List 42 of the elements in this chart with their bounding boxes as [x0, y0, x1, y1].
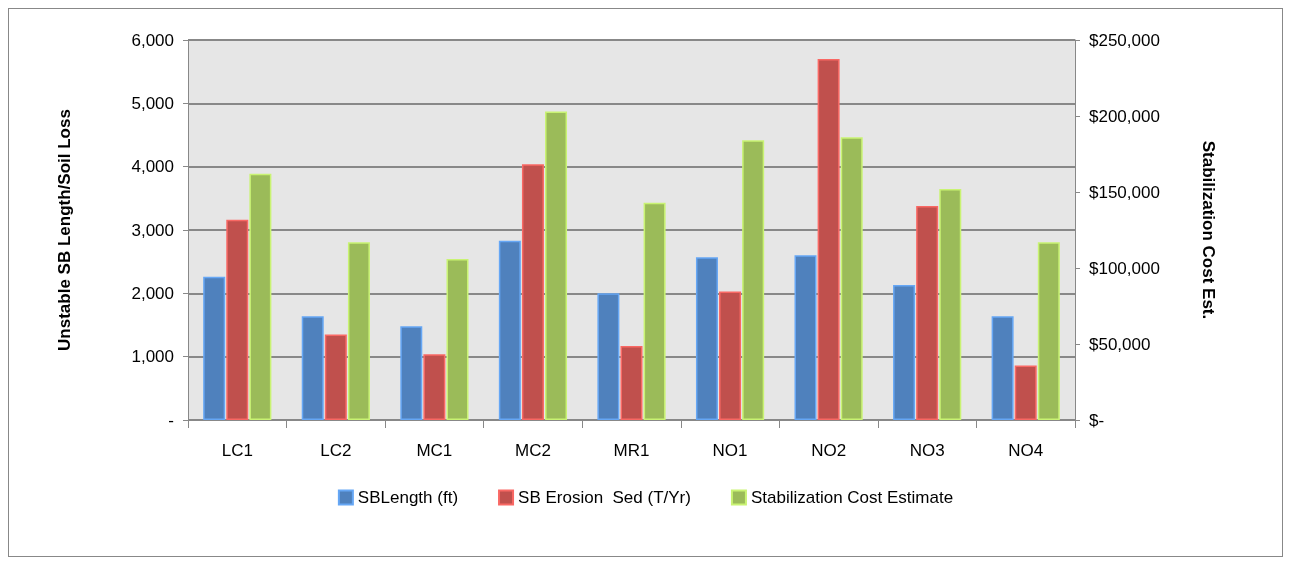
bar	[794, 255, 817, 420]
bar	[400, 326, 423, 420]
x-tick-label: NO4	[1008, 441, 1044, 460]
x-tick-label: LC2	[320, 441, 352, 460]
x-tick-label: MR1	[613, 441, 650, 460]
y-tick-label: 2,000	[131, 283, 174, 303]
y2-tick-label: $100,000	[1089, 258, 1160, 278]
bar	[742, 140, 765, 420]
x-tick-label: NO1	[712, 441, 748, 460]
x-tick-label: NO2	[811, 441, 847, 460]
legend-label: SBLength (ft)	[357, 488, 459, 507]
y2-tick-label: $50,000	[1089, 334, 1151, 354]
y-axis-title: Unstable SB Length/Soil Loss	[55, 109, 74, 351]
y-tick-label: 5,000	[131, 93, 174, 113]
x-tick-label: MC2	[514, 441, 551, 460]
bar	[1037, 242, 1060, 420]
y-tick-label: 6,000	[131, 30, 174, 50]
bar	[446, 258, 469, 420]
bar	[643, 202, 666, 420]
legend-label: SB Erosion Sed (T/Yr)	[518, 488, 691, 507]
bar	[695, 257, 718, 420]
y-tick-label: 1,000	[131, 347, 174, 367]
y-tick-label: 4,000	[131, 157, 174, 177]
y2-tick-label: $250,000	[1089, 30, 1160, 50]
y-tick-label: 3,000	[131, 220, 174, 240]
bar	[203, 276, 226, 420]
x-tick-label: LC1	[221, 441, 253, 460]
bar	[347, 242, 370, 420]
x-tick-label: NO3	[909, 441, 945, 460]
bar	[1014, 365, 1037, 420]
legend-label: Stabilization Cost Estimate	[750, 488, 954, 507]
y2-tick-label: $150,000	[1089, 182, 1160, 202]
x-tick-label: MC1	[416, 441, 453, 460]
bar	[498, 240, 521, 420]
bar	[893, 285, 916, 420]
y-tick-label: -	[168, 410, 174, 430]
y2-tick-label: $200,000	[1089, 106, 1160, 126]
bar	[301, 316, 324, 420]
bar	[991, 316, 1014, 420]
y2-axis-title: Stabilization Cost Est.	[1199, 140, 1218, 320]
bar	[597, 293, 620, 420]
y2-tick-label: $-	[1089, 410, 1105, 430]
